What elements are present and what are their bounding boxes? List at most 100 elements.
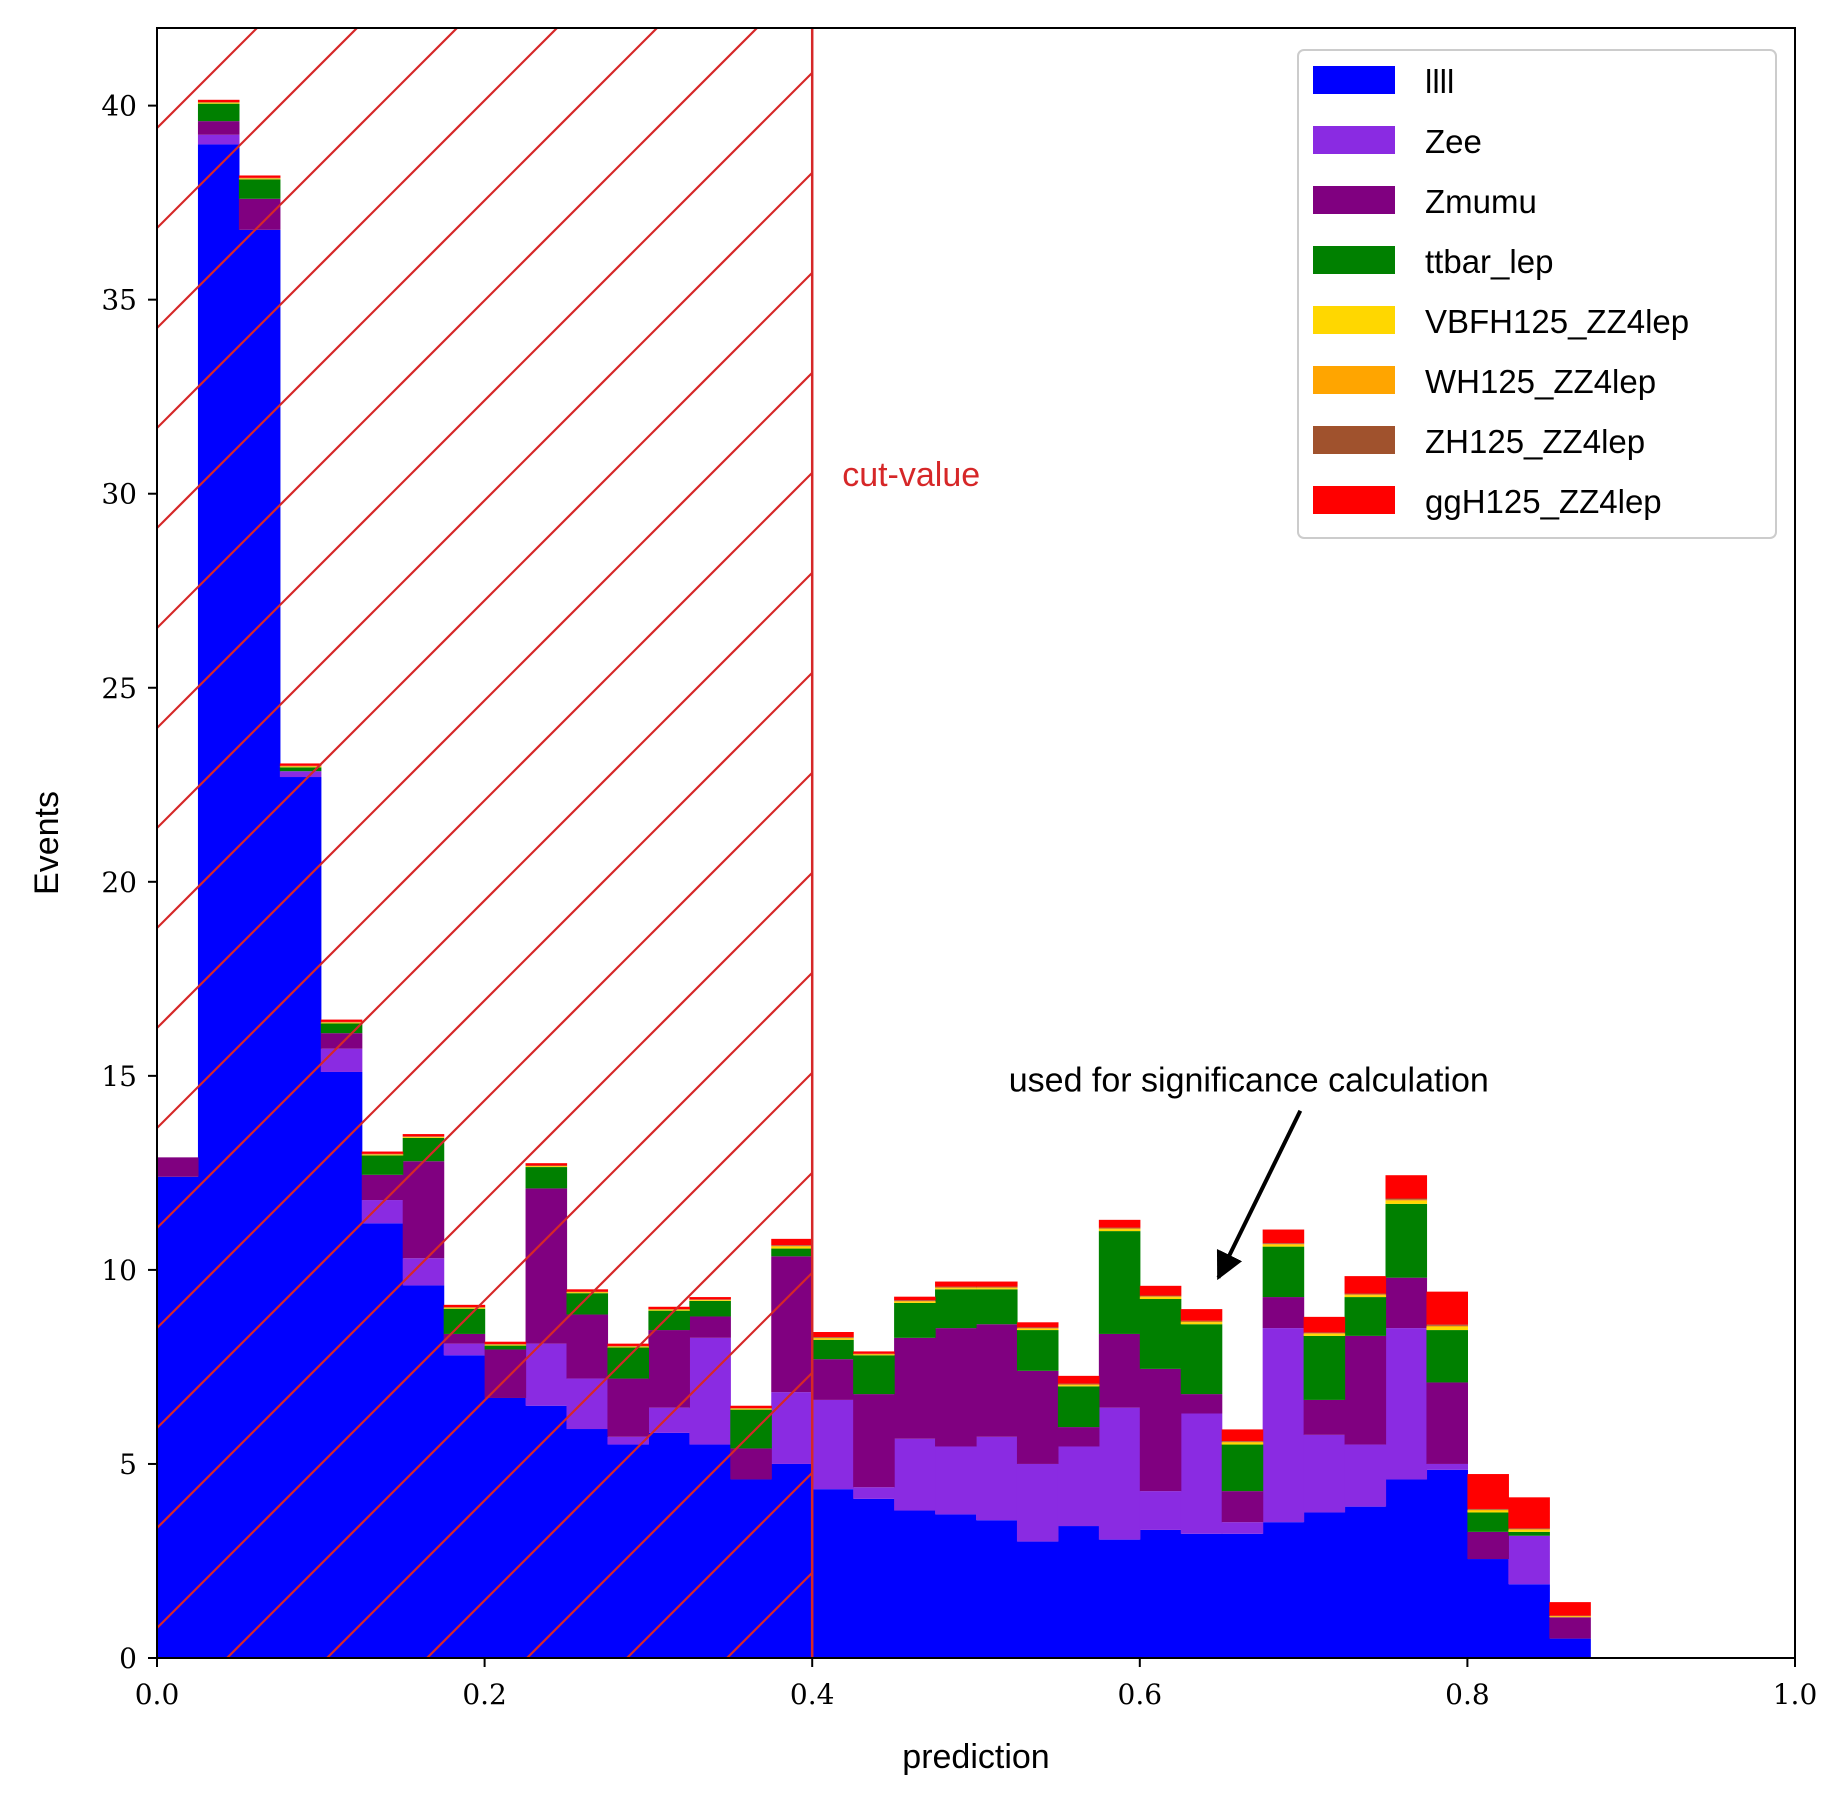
bar-zmumu-bin-14	[730, 1448, 772, 1479]
bar-zee-bin-28	[1304, 1435, 1346, 1513]
bar-wh125-zz4lep-bin-30	[1386, 1200, 1428, 1201]
bar-ttbar-lep-bin-31	[1426, 1330, 1468, 1382]
bar-ttbar-lep-bin-19	[935, 1289, 977, 1328]
bar-zee-bin-33	[1508, 1536, 1550, 1585]
bar-zmumu-bin-27	[1263, 1297, 1305, 1328]
bar-vbfh125-zz4lep-bin-2	[239, 179, 281, 180]
bar-llll-bin-29	[1345, 1507, 1387, 1658]
bar-ggh125-zz4lep-bin-21	[1017, 1322, 1059, 1327]
bar-ttbar-lep-bin-2	[239, 179, 281, 198]
bar-vbfh125-zz4lep-bin-28	[1304, 1334, 1346, 1336]
bar-zee-bin-30	[1386, 1328, 1428, 1479]
bar-vbfh125-zz4lep-bin-31	[1426, 1327, 1468, 1330]
bar-zee-bin-26	[1222, 1522, 1264, 1534]
bar-vbfh125-zz4lep-bin-10	[567, 1292, 609, 1293]
bar-zh125-zz4lep-bin-24	[1140, 1296, 1182, 1297]
y-tick-label: 30	[101, 478, 137, 511]
bar-wh125-zz4lep-bin-20	[976, 1287, 1018, 1288]
bar-ggh125-zz4lep-bin-27	[1263, 1230, 1305, 1244]
legend-swatch	[1313, 246, 1395, 274]
bar-zee-bin-25	[1181, 1414, 1223, 1534]
bar-vbfh125-zz4lep-bin-14	[730, 1409, 772, 1410]
bar-vbfh125-zz4lep-bin-8	[485, 1345, 527, 1346]
bar-zee-bin-1	[198, 135, 240, 145]
y-tick-label: 5	[119, 1448, 137, 1481]
bar-ggh125-zz4lep-bin-5	[362, 1152, 404, 1154]
bar-ggh125-zz4lep-bin-13	[689, 1297, 731, 1299]
bar-ggh125-zz4lep-bin-22	[1058, 1376, 1100, 1384]
bar-wh125-zz4lep-bin-15	[771, 1246, 813, 1247]
bar-zmumu-bin-10	[567, 1315, 609, 1379]
bar-llll-bin-28	[1304, 1512, 1346, 1658]
bar-ttbar-lep-bin-21	[1017, 1330, 1059, 1371]
bar-ttbar-lep-bin-9	[526, 1167, 568, 1188]
bar-zee-bin-17	[853, 1487, 895, 1499]
bar-ttbar-lep-bin-32	[1467, 1512, 1509, 1531]
bar-ggh125-zz4lep-bin-18	[894, 1297, 936, 1300]
bar-ttbar-lep-bin-13	[689, 1301, 731, 1317]
bar-ttbar-lep-bin-6	[403, 1138, 445, 1161]
bar-wh125-zz4lep-bin-22	[1058, 1384, 1100, 1385]
bar-zmumu-bin-17	[853, 1394, 895, 1487]
bar-ttbar-lep-bin-16	[812, 1340, 854, 1359]
bar-llll-bin-17	[853, 1499, 895, 1658]
bar-zmumu-bin-34	[1549, 1617, 1591, 1638]
bar-zmumu-bin-26	[1222, 1491, 1264, 1522]
legend-entry: Zee	[1425, 123, 1482, 160]
bar-vbfh125-zz4lep-bin-12	[648, 1310, 690, 1311]
bar-llll-bin-27	[1263, 1522, 1305, 1658]
bar-wh125-zz4lep-bin-21	[1017, 1328, 1059, 1329]
bar-zmumu-bin-31	[1426, 1382, 1468, 1464]
bar-zh125-zz4lep-bin-29	[1345, 1294, 1387, 1295]
bar-ggh125-zz4lep-bin-28	[1304, 1317, 1346, 1333]
legend-frame	[1298, 50, 1776, 538]
bar-zee-bin-23	[1099, 1408, 1141, 1540]
bar-ggh125-zz4lep-bin-15	[771, 1239, 813, 1245]
bar-zh125-zz4lep-bin-30	[1386, 1198, 1428, 1199]
bar-llll-bin-34	[1549, 1639, 1591, 1658]
bar-ggh125-zz4lep-bin-32	[1467, 1474, 1509, 1509]
legend-entry: ggH125_ZZ4lep	[1425, 483, 1662, 520]
bar-ggh125-zz4lep-bin-3	[280, 763, 322, 765]
significance-annotation: used for significance calculation	[1009, 1061, 1489, 1099]
bar-ttbar-lep-bin-15	[771, 1249, 813, 1257]
bar-ggh125-zz4lep-bin-19	[935, 1282, 977, 1287]
bar-llll-bin-30	[1386, 1479, 1428, 1658]
bar-zmumu-bin-8	[485, 1349, 527, 1398]
bar-ttbar-lep-bin-18	[894, 1303, 936, 1338]
bar-vbfh125-zz4lep-bin-19	[935, 1288, 977, 1289]
bar-llll-bin-4	[321, 1072, 363, 1658]
bar-zmumu-bin-29	[1345, 1336, 1387, 1445]
x-axis-label: prediction	[902, 1738, 1049, 1776]
bar-zh125-zz4lep-bin-26	[1222, 1441, 1264, 1442]
bar-ggh125-zz4lep-bin-29	[1345, 1276, 1387, 1293]
bar-ggh125-zz4lep-bin-16	[812, 1332, 854, 1337]
bar-vbfh125-zz4lep-bin-29	[1345, 1295, 1387, 1297]
bar-wh125-zz4lep-bin-28	[1304, 1333, 1346, 1334]
bar-zmumu-bin-15	[771, 1256, 813, 1392]
bar-vbfh125-zz4lep-bin-9	[526, 1166, 568, 1167]
bar-wh125-zz4lep-bin-26	[1222, 1442, 1264, 1443]
y-tick-label: 0	[119, 1642, 137, 1675]
bar-zee-bin-10	[567, 1379, 609, 1429]
x-tick-label: 0.0	[135, 1678, 180, 1711]
bar-llll-bin-3	[280, 777, 322, 1658]
bar-ggh125-zz4lep-bin-6	[403, 1134, 445, 1136]
bar-vbfh125-zz4lep-bin-22	[1058, 1385, 1100, 1386]
bar-zmumu-bin-18	[894, 1338, 936, 1439]
bar-ttbar-lep-bin-11	[607, 1348, 649, 1379]
bar-llll-bin-18	[894, 1511, 936, 1658]
bar-llll-bin-9	[526, 1406, 568, 1658]
bar-vbfh125-zz4lep-bin-3	[280, 767, 322, 768]
legend-swatch	[1313, 486, 1395, 514]
bar-zee-bin-19	[935, 1446, 977, 1514]
bar-zh125-zz4lep-bin-31	[1426, 1325, 1468, 1326]
bar-zee-bin-22	[1058, 1446, 1100, 1526]
bar-vbfh125-zz4lep-bin-15	[771, 1247, 813, 1249]
bar-zh125-zz4lep-bin-28	[1304, 1332, 1346, 1333]
bar-ttbar-lep-bin-26	[1222, 1445, 1264, 1492]
bar-zee-bin-15	[771, 1392, 813, 1464]
bar-ggh125-zz4lep-bin-26	[1222, 1429, 1264, 1441]
